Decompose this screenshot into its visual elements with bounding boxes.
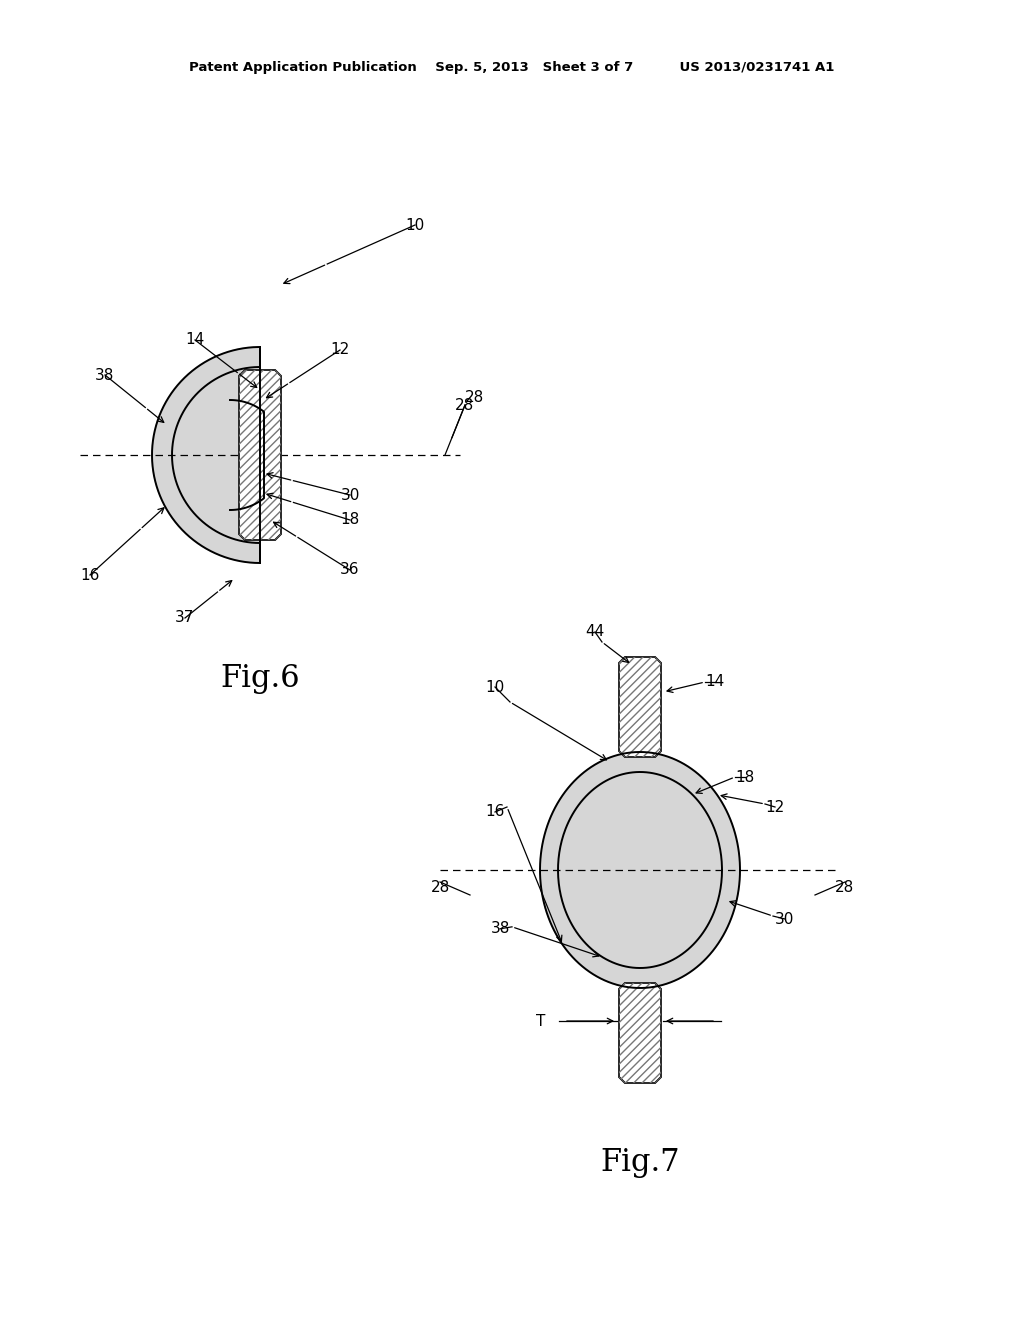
Text: Fig.6: Fig.6 xyxy=(220,663,300,693)
Text: 16: 16 xyxy=(485,804,505,820)
Polygon shape xyxy=(540,752,740,987)
Text: 30: 30 xyxy=(775,912,795,927)
Polygon shape xyxy=(152,347,260,564)
Text: 44: 44 xyxy=(586,624,604,639)
Text: 28: 28 xyxy=(456,397,475,412)
Text: 18: 18 xyxy=(340,512,359,528)
Text: Fig.7: Fig.7 xyxy=(600,1147,680,1179)
Text: 12: 12 xyxy=(765,800,784,814)
Text: 28: 28 xyxy=(465,389,484,404)
Text: 18: 18 xyxy=(735,770,755,784)
Text: 38: 38 xyxy=(95,367,115,383)
Text: 14: 14 xyxy=(706,675,725,689)
Polygon shape xyxy=(618,657,662,756)
Text: 14: 14 xyxy=(185,333,205,347)
Text: Patent Application Publication    Sep. 5, 2013   Sheet 3 of 7          US 2013/0: Patent Application Publication Sep. 5, 2… xyxy=(189,62,835,74)
Text: T: T xyxy=(537,1014,546,1028)
Polygon shape xyxy=(239,370,281,540)
Text: 28: 28 xyxy=(836,880,855,895)
Text: 36: 36 xyxy=(340,562,359,578)
Polygon shape xyxy=(618,983,662,1082)
Text: 28: 28 xyxy=(430,880,450,895)
Text: 12: 12 xyxy=(331,342,349,358)
Text: 10: 10 xyxy=(406,218,425,232)
Text: 37: 37 xyxy=(175,610,195,626)
Text: 38: 38 xyxy=(490,921,510,936)
Text: 30: 30 xyxy=(340,487,359,503)
Text: 16: 16 xyxy=(80,568,99,582)
Text: 10: 10 xyxy=(485,680,505,694)
